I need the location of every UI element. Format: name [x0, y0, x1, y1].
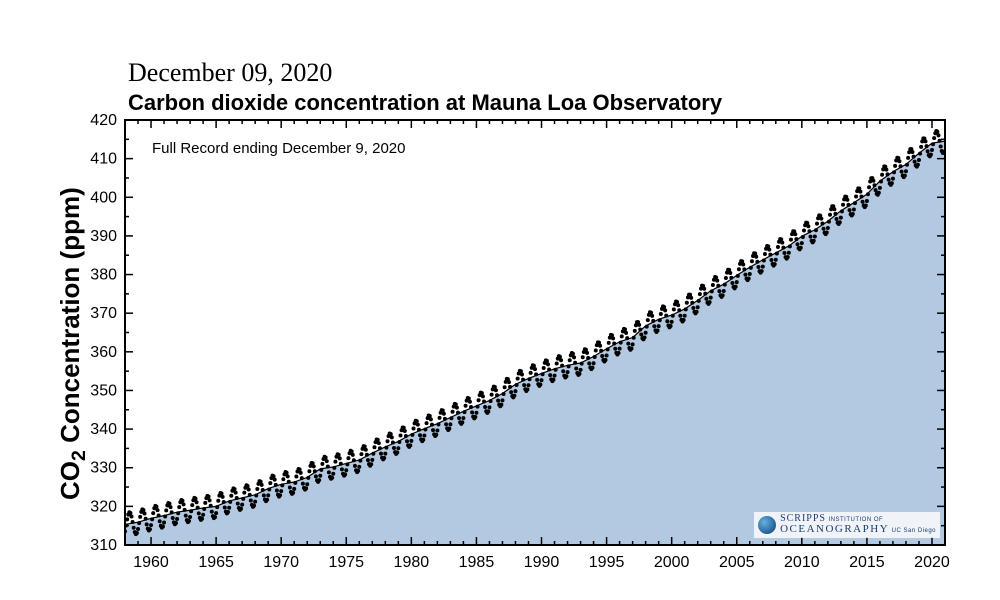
svg-text:1970: 1970	[263, 554, 299, 571]
svg-text:380: 380	[90, 267, 117, 284]
svg-text:350: 350	[90, 382, 117, 399]
svg-text:1995: 1995	[589, 554, 625, 571]
svg-text:1975: 1975	[328, 554, 364, 571]
svg-text:400: 400	[90, 189, 117, 206]
chart-container: { "layout": { "width_px": 1000, "height_…	[0, 0, 1000, 600]
svg-text:1985: 1985	[459, 554, 495, 571]
svg-text:320: 320	[90, 498, 117, 515]
svg-text:340: 340	[90, 421, 117, 438]
chart-svg: 310 320 330 340 350 360 370 380 390 400 410 420 1960…	[0, 0, 1000, 600]
logo-line1-small: INSTITUTION OF	[829, 517, 884, 523]
scripps-logo: SCRIPPS INSTITUTION OF OCEANOGRAPHY UC S…	[754, 512, 940, 538]
svg-text:310: 310	[90, 537, 117, 554]
svg-text:420: 420	[90, 112, 117, 129]
svg-text:1980: 1980	[394, 554, 430, 571]
logo-tagline: UC San Diego	[892, 528, 936, 534]
globe-icon	[758, 516, 776, 534]
svg-text:1960: 1960	[133, 554, 169, 571]
logo-line1: SCRIPPS	[780, 513, 826, 524]
svg-text:330: 330	[90, 460, 117, 477]
svg-text:370: 370	[90, 305, 117, 322]
svg-text:410: 410	[90, 151, 117, 168]
svg-text:2015: 2015	[849, 554, 885, 571]
logo-line2: OCEANOGRAPHY	[780, 523, 889, 535]
svg-text:2020: 2020	[914, 554, 950, 571]
svg-text:1965: 1965	[198, 554, 234, 571]
svg-text:2010: 2010	[784, 554, 820, 571]
svg-text:390: 390	[90, 228, 117, 245]
svg-text:2000: 2000	[654, 554, 690, 571]
svg-text:1990: 1990	[524, 554, 560, 571]
svg-text:360: 360	[90, 344, 117, 361]
svg-text:2005: 2005	[719, 554, 755, 571]
